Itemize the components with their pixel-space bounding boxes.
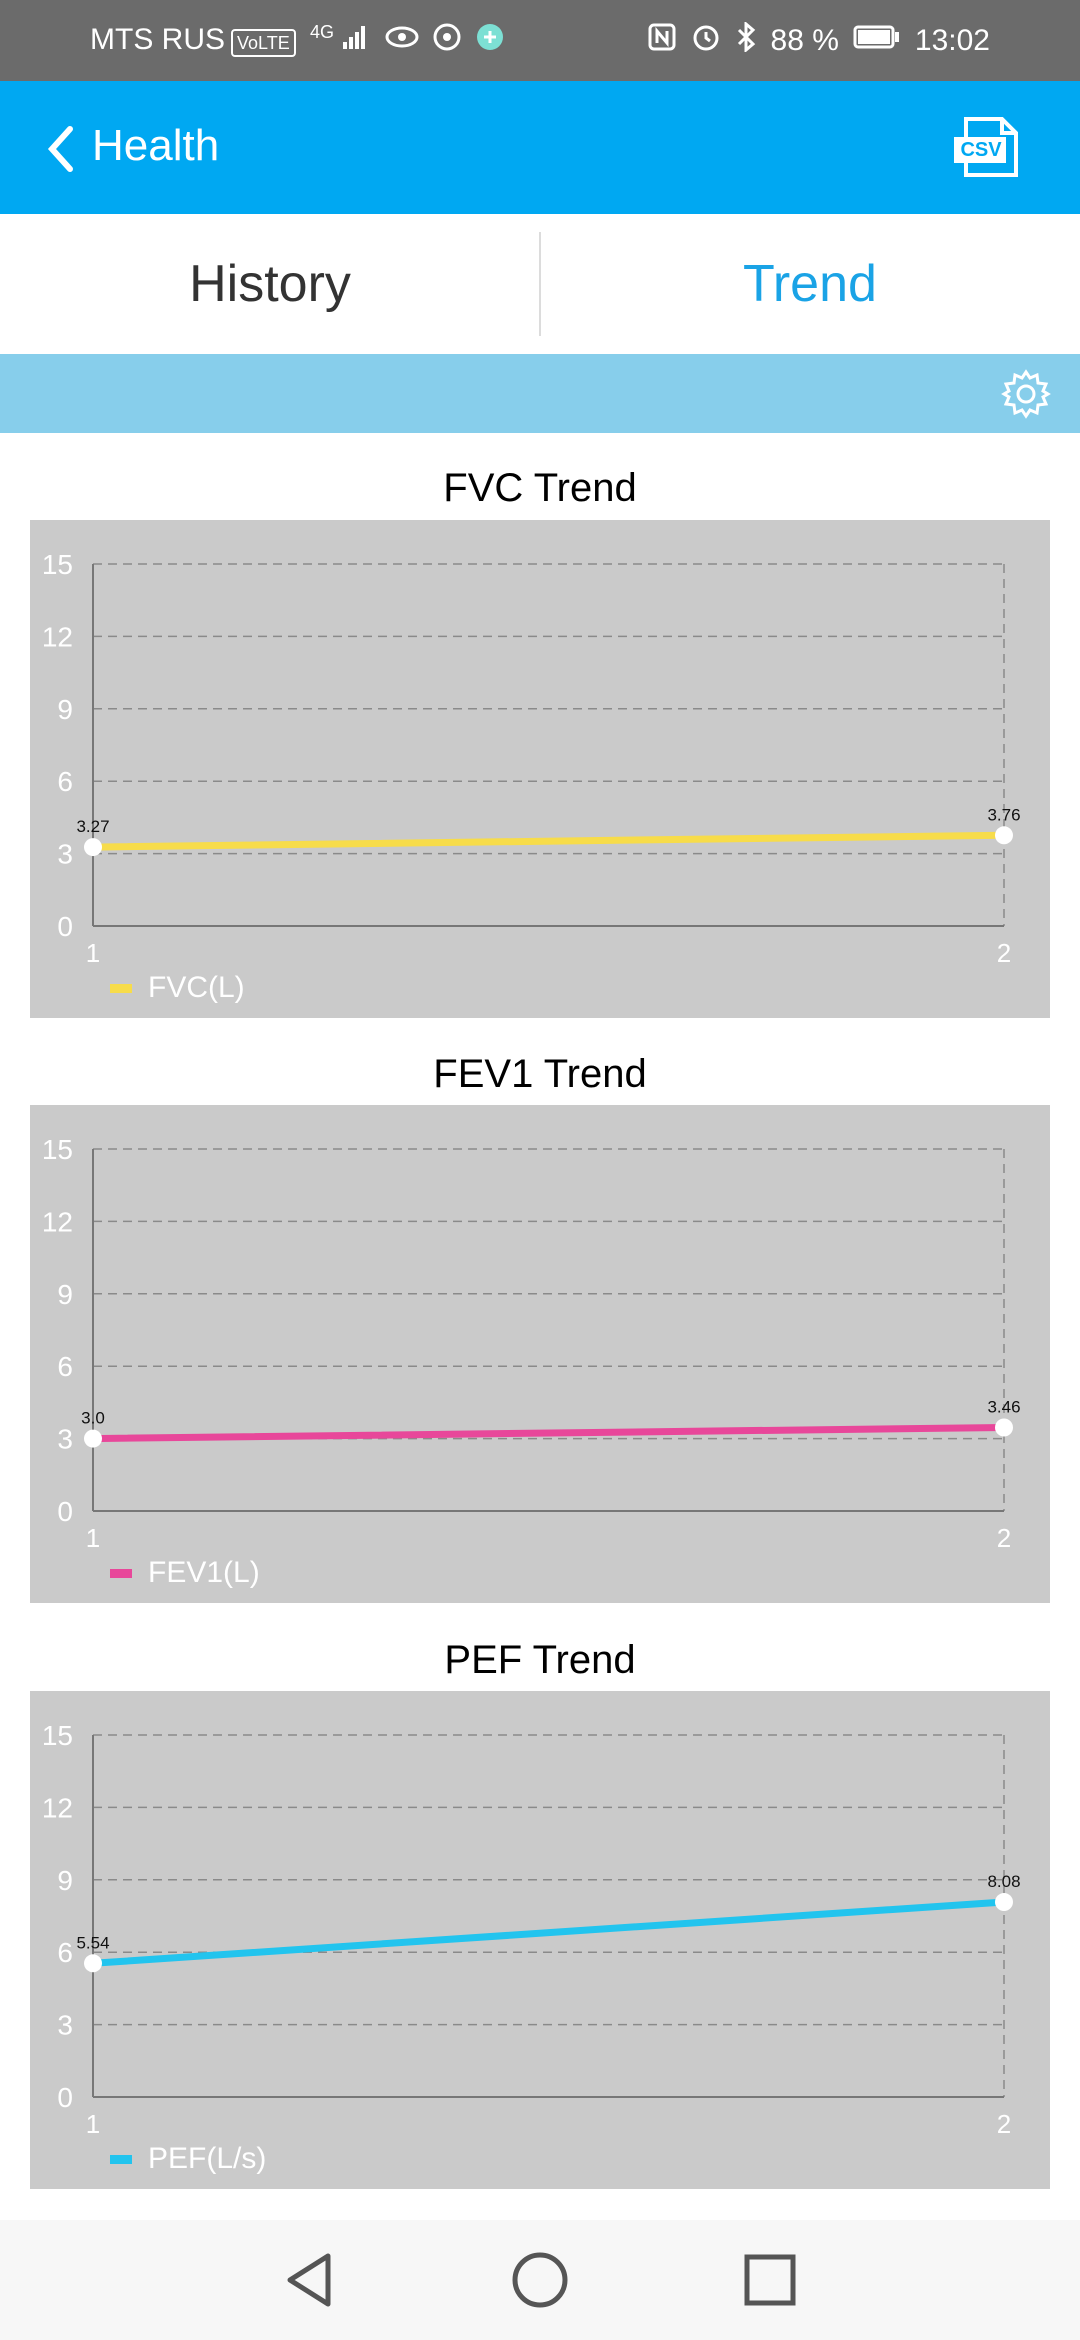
back-triangle-icon[interactable]: [278, 2248, 342, 2312]
data-label: 3.27: [76, 817, 109, 836]
y-tick-label: 15: [42, 1134, 73, 1165]
data-label: 3.0: [81, 1409, 105, 1428]
clock-time: 13:02: [914, 24, 990, 57]
y-tick-label: 6: [57, 1351, 73, 1382]
carrier-label: MTS RUS VoLTE 4G: [90, 22, 505, 60]
back-chevron-icon[interactable]: [36, 119, 96, 179]
chart-panel: 0 3 6 9 12 15 1 2 5.54 8.08 PEF(L/s): [30, 1691, 1050, 2189]
y-tick-label: 0: [57, 911, 73, 942]
y-tick-label: 9: [57, 694, 73, 725]
x-tick-label: 1: [86, 1523, 100, 1553]
x-tick-label: 1: [86, 2109, 100, 2139]
carrier-name: MTS RUS: [90, 22, 225, 56]
y-tick-label: 0: [57, 1496, 73, 1527]
y-tick-label: 12: [42, 621, 73, 652]
y-tick-label: 9: [57, 1865, 73, 1896]
gear-icon[interactable]: [1000, 368, 1052, 420]
y-tick-label: 12: [42, 1792, 73, 1823]
legend-label: FVC(L): [148, 971, 245, 1004]
y-tick-label: 6: [57, 766, 73, 797]
legend-swatch: [110, 1569, 132, 1578]
nfc-icon: [647, 22, 677, 60]
data-label: 8.08: [987, 1872, 1020, 1891]
alarm-icon: [691, 22, 721, 60]
tab-bar: History Trend: [0, 214, 1080, 354]
y-tick-label: 15: [42, 549, 73, 580]
volte-badge: VoLTE: [231, 28, 296, 57]
y-tick-label: 15: [42, 1720, 73, 1751]
home-circle-icon[interactable]: [508, 2248, 572, 2312]
page-title: Health: [92, 121, 220, 170]
recents-square-icon[interactable]: [738, 2248, 802, 2312]
x-tick-label: 2: [997, 1523, 1011, 1553]
data-point: [84, 838, 102, 857]
data-label: 3.46: [987, 1397, 1020, 1416]
eye-icon: [385, 24, 419, 58]
data-point: [995, 826, 1013, 845]
data-point: [995, 1893, 1013, 1912]
tab-divider: [539, 232, 541, 336]
y-tick-label: 0: [57, 2082, 73, 2113]
system-nav-bar: [0, 2220, 1080, 2340]
series-line: [89, 1898, 1008, 1967]
csv-label: CSV: [960, 139, 1002, 161]
data-point: [995, 1418, 1013, 1437]
status-right: 88 % 13:02: [647, 20, 990, 60]
app-bar: Health CSV: [0, 81, 1080, 214]
bluetooth-icon: [735, 20, 757, 60]
legend-label: FEV1(L): [148, 1556, 260, 1589]
y-tick-label: 6: [57, 1937, 73, 1968]
y-tick-label: 3: [57, 1424, 73, 1455]
legend-swatch: [110, 2155, 132, 2164]
signal-icon: [342, 24, 368, 58]
status-bar: MTS RUS VoLTE 4G 88 % 13:02: [0, 0, 1080, 81]
x-tick-label: 2: [997, 2109, 1011, 2139]
y-tick-label: 3: [57, 839, 73, 870]
data-point: [84, 1429, 102, 1448]
network-type: 4G: [310, 22, 335, 42]
settings-bar: [0, 354, 1080, 433]
tab-trend[interactable]: Trend: [743, 255, 877, 313]
chart-title: FEV1 Trend: [433, 1052, 647, 1096]
chart-title: PEF Trend: [444, 1638, 636, 1682]
legend-label: PEF(L/s): [148, 2142, 266, 2175]
x-tick-label: 1: [86, 938, 100, 968]
battery-icon: [853, 24, 901, 58]
series-line: [89, 1423, 1008, 1443]
messenger-icon: [475, 22, 505, 60]
legend-swatch: [110, 984, 132, 993]
data-label: 3.76: [987, 805, 1020, 824]
chart-panel: 0 3 6 9 12 15 1 2 3.0 3.46 FEV1(L): [30, 1105, 1050, 1603]
chrome-icon: [433, 23, 461, 59]
battery-percent: 88 %: [770, 24, 839, 57]
chart-title: FVC Trend: [443, 466, 637, 510]
data-label: 5.54: [76, 1933, 109, 1952]
chart-panel: 0 3 6 9 12 15 1 2 3.27 3.76 FVC(L): [30, 520, 1050, 1018]
x-tick-label: 2: [997, 938, 1011, 968]
y-tick-label: 9: [57, 1279, 73, 1310]
tab-history[interactable]: History: [189, 255, 351, 313]
y-tick-label: 3: [57, 2010, 73, 2041]
series-line: [89, 831, 1008, 851]
y-tick-label: 12: [42, 1206, 73, 1237]
csv-export-icon[interactable]: CSV: [952, 117, 1020, 177]
data-point: [84, 1954, 102, 1973]
